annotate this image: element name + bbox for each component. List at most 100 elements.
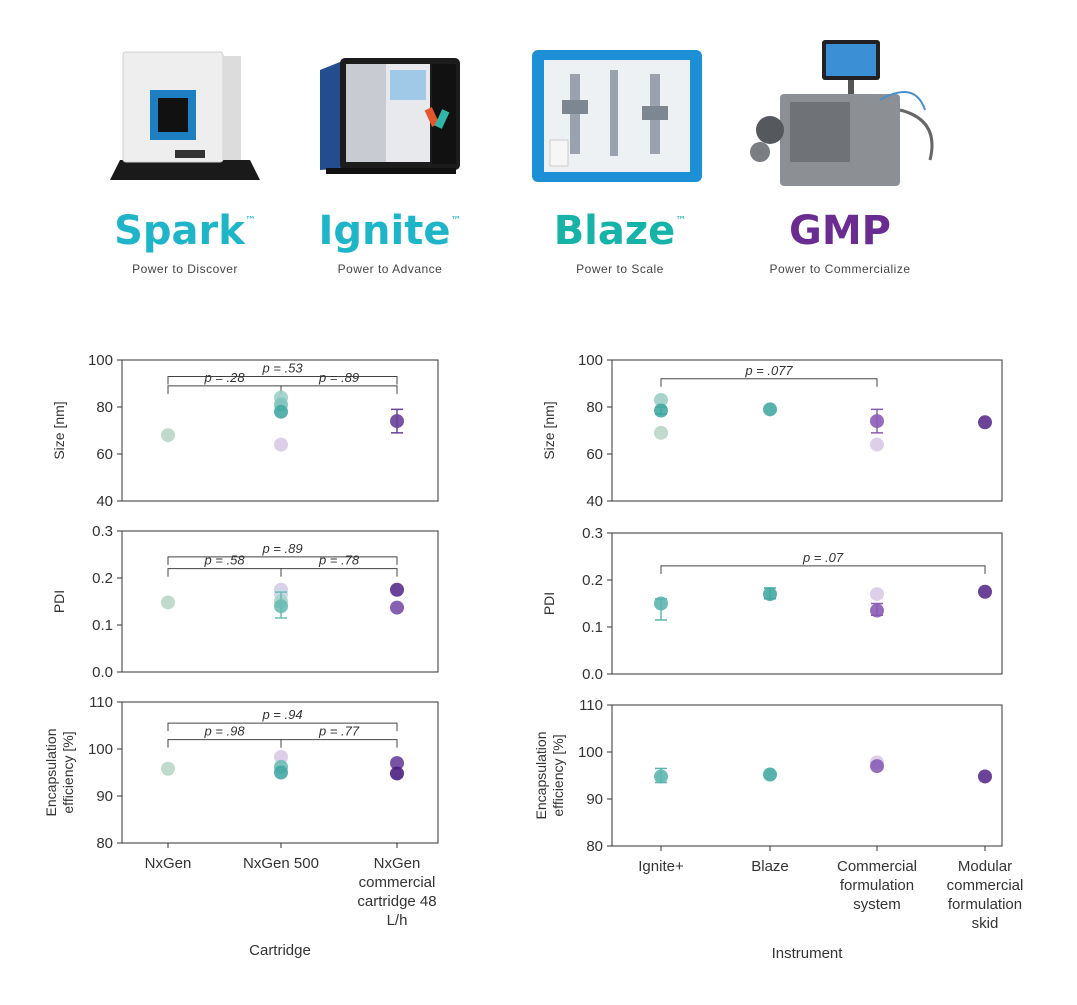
x-tick-label-line: NxGen 500 [243, 855, 319, 872]
y-tick-label: 100 [88, 352, 113, 369]
plot-frame [611, 359, 1003, 502]
y-axis-label-line: efficiency [%] [60, 731, 76, 813]
x-tick-label: Modular commercial formulation skid [947, 858, 1024, 932]
p-value-label: p = .077 [744, 363, 793, 378]
data-point [654, 769, 668, 784]
y-axis-label-line: Encapsulation [533, 732, 549, 820]
x-tick-label-line: skid [972, 915, 999, 932]
scale-up-instrument-icon [532, 50, 702, 182]
data-point [978, 769, 992, 784]
product-tagline: Power to Advance [337, 262, 443, 276]
significance-bracket [167, 385, 282, 394]
y-axis-label: PDI [51, 590, 67, 613]
y-tick-label: 60 [96, 446, 113, 463]
benchtop-instrument-icon [110, 51, 260, 180]
x-tick-label-line: commercial [359, 874, 436, 891]
data-point [654, 403, 668, 418]
y-tick-label: 0.0 [582, 666, 603, 683]
p-value-label: p = .58 [203, 553, 245, 568]
significance-bracket [167, 722, 398, 732]
data-point [870, 587, 884, 602]
data-point [870, 437, 884, 452]
x-tick-label-line: cartridge 48 [357, 893, 436, 910]
data-point [870, 603, 884, 618]
data-point [654, 596, 668, 611]
x-tick-label-line: Blaze [751, 858, 789, 875]
significance-bracket [660, 378, 878, 387]
chart-panel-3: 40 60 80 100 Size [nm] p = .077 [541, 352, 1003, 510]
p-value-label: p = .89 [261, 541, 302, 556]
significance-bracket [280, 739, 398, 748]
x-tick-label: Ignite+ [638, 858, 684, 875]
mixing-instrument-icon [320, 58, 460, 174]
x-tick-label-line: NxGen [145, 855, 192, 872]
x-tick-label-line: formulation [840, 877, 914, 894]
product-banner: Spark™ Power to Discover Ignite™ Power t… [0, 0, 1077, 300]
data-point [654, 392, 668, 407]
y-tick-label: 100 [88, 741, 113, 758]
x-tick-label-line: L/h [387, 912, 408, 929]
plot-frame [611, 704, 1003, 847]
p-value-label: p = .89 [318, 370, 359, 385]
x-tick-label: Blaze [751, 858, 789, 875]
product-name: Spark™ [114, 208, 256, 254]
data-point [161, 761, 175, 776]
data-point [390, 756, 404, 771]
chart-panel-2: 80 90 100 110 Encapsulationefficiency [%] NxG… [43, 694, 439, 959]
y-axis-label-line: Encapsulation [43, 729, 59, 817]
y-tick-label: 100 [578, 744, 603, 761]
product-tagline: Power to Discover [132, 262, 238, 276]
data-point [763, 402, 777, 417]
p-value-label: p = .07 [802, 550, 844, 565]
y-tick-label: 80 [96, 835, 113, 852]
data-point [763, 767, 777, 782]
significance-bracket [280, 385, 398, 394]
data-point [390, 582, 404, 597]
y-tick-label: 0.0 [92, 664, 113, 681]
data-point [274, 599, 288, 614]
data-point [274, 765, 288, 780]
data-point [390, 414, 404, 429]
data-point [161, 595, 175, 610]
plot-frame [611, 532, 1003, 675]
significance-bracket [167, 375, 398, 385]
chart-panel-4: 0.0 0.1 0.2 0.3 PDI p = .07 [541, 525, 1003, 683]
x-tick-label: Commercial formulation system [837, 858, 917, 913]
y-tick-label: 110 [89, 694, 113, 711]
product-name: Blaze™ [553, 208, 687, 254]
y-tick-label: 0.2 [92, 570, 113, 587]
y-tick-label: 80 [96, 399, 113, 416]
y-axis-label: Size [nm] [541, 401, 557, 459]
data-point [978, 584, 992, 599]
data-point [763, 587, 777, 602]
data-point [274, 749, 288, 764]
y-tick-label: 80 [586, 399, 603, 416]
x-tick-label-line: formulation [948, 896, 1022, 913]
data-point [390, 766, 404, 781]
y-tick-label: 100 [578, 352, 603, 369]
y-tick-label: 80 [586, 838, 603, 855]
data-point [274, 404, 288, 419]
y-axis-label-line: efficiency [%] [550, 734, 566, 816]
data-point [978, 415, 992, 430]
p-value-label: p = .98 [203, 724, 245, 739]
significance-bracket [660, 565, 986, 574]
x-tick-label-line: NxGen [374, 855, 421, 872]
y-axis-label: Encapsulationefficiency [%] [43, 729, 76, 817]
product-blaze: Blaze™ Power to Scale [510, 30, 730, 290]
x-tick-label-line: system [853, 896, 901, 913]
chart-panel-0: 40 60 80 100 Size [nm] p = .53 p = .28 p = .89 [51, 352, 439, 510]
plot-frame [121, 701, 439, 844]
y-axis-label: Encapsulationefficiency [%] [533, 732, 566, 820]
x-tick-label-line: Ignite+ [638, 858, 684, 875]
gmp-system-icon [750, 40, 934, 186]
product-gmp: GMP Power to Commercialize [730, 30, 950, 290]
p-value-label: p = .78 [318, 553, 360, 568]
data-point [870, 759, 884, 774]
product-spark: Spark™ Power to Discover [75, 30, 295, 290]
chart-panel-1: 0.0 0.1 0.2 0.3 PDI p = .89 p = .58 p = .78 [51, 523, 439, 681]
data-point [654, 425, 668, 440]
data-point [870, 414, 884, 429]
y-tick-label: 0.2 [582, 572, 603, 589]
